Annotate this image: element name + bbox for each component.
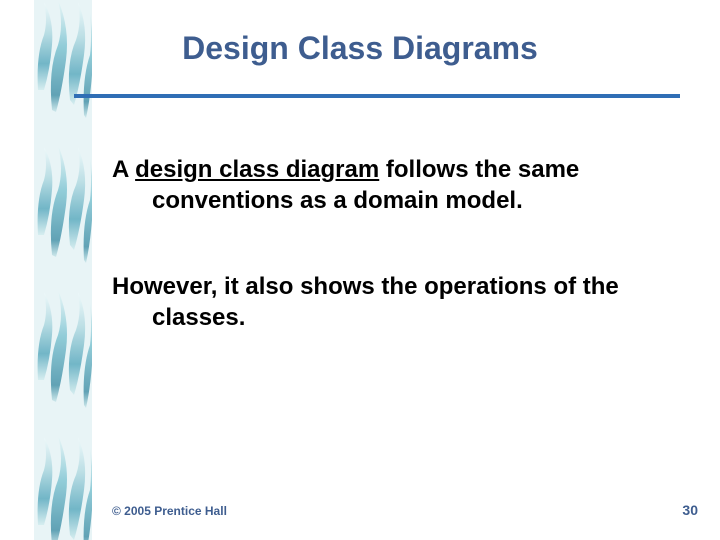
page-title: Design Class Diagrams bbox=[0, 30, 720, 67]
decorative-strip bbox=[34, 0, 92, 540]
body-content: A design class diagram follows the same … bbox=[112, 155, 672, 390]
flames-icon bbox=[34, 0, 92, 540]
copyright-text: © 2005 Prentice Hall bbox=[112, 504, 227, 518]
para1-emphasis: design class diagram bbox=[135, 156, 379, 183]
page-number: 30 bbox=[682, 502, 698, 518]
paragraph-2: However, it also shows the operations of… bbox=[112, 272, 672, 333]
title-underline bbox=[74, 94, 680, 98]
paragraph-1: A design class diagram follows the same … bbox=[112, 155, 672, 216]
para1-prefix: A bbox=[112, 156, 135, 183]
slide: Design Class Diagrams A design class dia… bbox=[0, 0, 720, 540]
